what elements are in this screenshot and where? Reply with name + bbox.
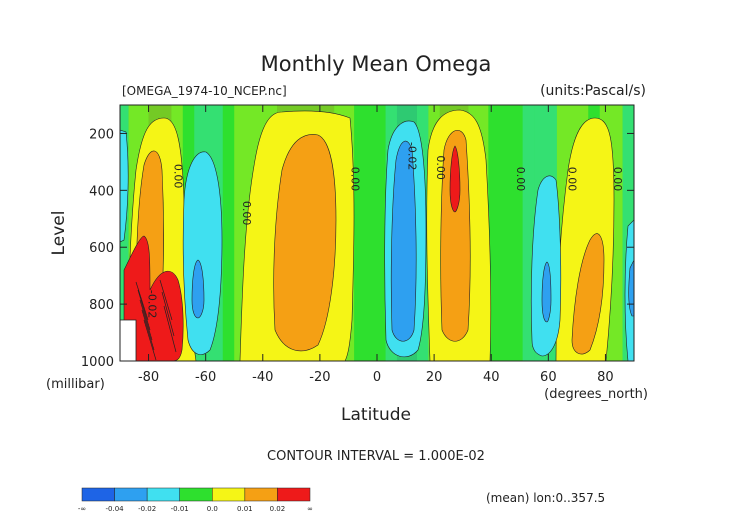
colorbar-swatch-0: [81, 487, 115, 502]
colorbar-label-1: -0.04: [106, 505, 125, 513]
contour-red-sh-polar: [123, 235, 184, 361]
contour-label-6: 0.00: [565, 167, 578, 192]
band-10: [354, 105, 386, 361]
contour-label-3: -0.02: [405, 142, 418, 170]
units-label: (units:Pascal/s): [540, 83, 646, 99]
contour-blue-sh-subpolar: [191, 259, 205, 319]
colorbar-swatch-5: [244, 487, 278, 502]
contour-label-4: 0.00: [434, 155, 447, 180]
colorbar-swatch-3: [179, 487, 213, 502]
colorbar-label-3: -0.01: [171, 505, 189, 513]
x-axis-units: (degrees_north): [544, 387, 648, 402]
colorbar-label-5: 0.01: [237, 505, 253, 513]
contour-blue-right-edge: [628, 259, 634, 317]
contour-labels: 0.00 0.00 0.00 -0.02 0.00 0.00 0.00 0.00 -0.02: [146, 142, 624, 318]
x-axis-label: Latitude: [341, 405, 411, 425]
colorbar-swatch-4: [212, 487, 246, 502]
band-17: [488, 105, 523, 361]
contour-red-nh-subtrop: [449, 145, 461, 213]
x-tick-label-6: 40: [483, 370, 500, 385]
contour-label-1: 0.00: [240, 201, 253, 226]
contour-field: [120, 105, 634, 361]
colorbar-label-0: -∞: [78, 505, 86, 513]
x-axis: -80 -60 -40 -20 0 20 40 60 80: [138, 105, 614, 385]
colorbar-label-6: 0.02: [270, 505, 286, 513]
contour-shapes: [120, 109, 634, 361]
y-tick-label-2: 600: [89, 241, 114, 256]
file-label: [OMEGA_1974-10_NCEP.nc]: [122, 84, 287, 98]
y-axis-units: (millibar): [46, 377, 105, 392]
x-tick-label-3: -20: [309, 370, 330, 385]
contour-orange-nh-subtrop: [440, 130, 471, 342]
x-tick-label-7: 60: [540, 370, 557, 385]
colorbar-swatch-1: [114, 487, 148, 502]
x-tick-label-5: 20: [426, 370, 443, 385]
x-tick-label-8: 80: [597, 370, 614, 385]
contour-label-8: -0.02: [146, 290, 159, 318]
contour-blue-nh-subpolar: [541, 261, 552, 323]
contour-label-7: 0.00: [611, 167, 624, 192]
mean-note: (mean) lon:0..357.5: [486, 491, 605, 505]
colorbar-swatch-2: [146, 487, 180, 502]
hatch-lines: [135, 279, 177, 361]
contour-orange-nh-polar: [571, 233, 605, 355]
band-18: [522, 105, 535, 361]
contour-cyan-left-edge: [120, 129, 129, 243]
x-tick-label-1: -60: [195, 370, 216, 385]
y-axis-label: Level: [49, 211, 69, 256]
chart-title: Monthly Mean Omega: [261, 52, 492, 76]
y-tick-label-3: 800: [89, 298, 114, 313]
band-6: [222, 105, 235, 361]
y-tick-label-0: 200: [89, 127, 114, 142]
missing-data-mask: [120, 319, 137, 361]
y-tick-label-1: 400: [89, 184, 114, 199]
colorbar: -∞ -0.04 -0.02 -0.01 0.0 0.01 0.02 ∞: [78, 487, 313, 513]
contour-blue-tropics: [390, 140, 417, 342]
y-axis: 200 400 600 800 1000: [81, 127, 634, 370]
contour-cyan-sh-subpolar: [182, 151, 223, 355]
contour-label-2: 0.00: [348, 167, 361, 192]
contour-label-5: 0.00: [514, 167, 527, 192]
y-tick-label-4: 1000: [81, 355, 114, 370]
contour-interval-note: CONTOUR INTERVAL = 1.000E-02: [267, 449, 485, 464]
colorbar-label-4: 0.0: [207, 505, 218, 513]
x-tick-label-0: -80: [138, 370, 159, 385]
x-tick-label-2: -40: [252, 370, 273, 385]
colorbar-label-2: -0.02: [138, 505, 156, 513]
contour-label-0: 0.00: [171, 164, 184, 189]
colorbar-swatch-6: [277, 487, 311, 502]
contour-orange-sh-midlat: [273, 134, 337, 352]
colorbar-label-7: ∞: [307, 505, 313, 513]
x-tick-label-4: 0: [373, 370, 381, 385]
